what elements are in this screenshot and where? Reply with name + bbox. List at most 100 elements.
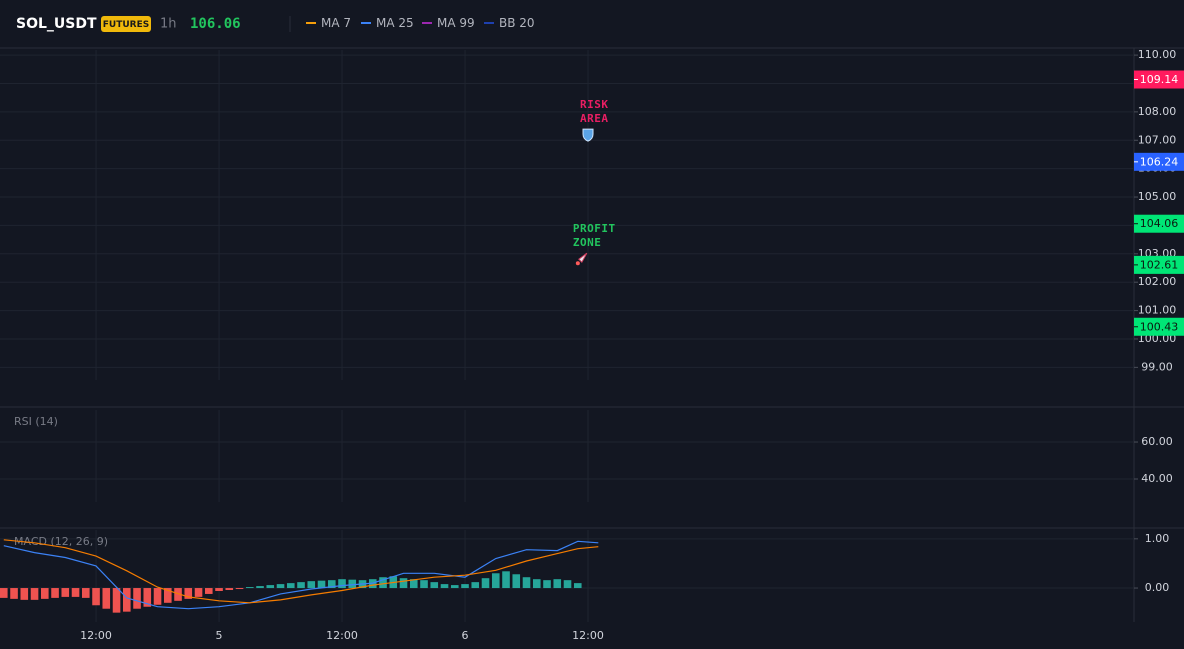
- y-tick-label: 1.00: [1145, 532, 1170, 545]
- histogram-bar: [51, 588, 59, 598]
- histogram-bar: [61, 588, 70, 597]
- pane-title: MACD (12, 26, 9): [14, 535, 108, 548]
- histogram-bar: [553, 579, 562, 589]
- y-tick-label: 101.00: [1138, 304, 1177, 317]
- price-tag: [1134, 70, 1184, 89]
- macd-line: [3, 540, 599, 610]
- price-tag-label: 109.14: [1140, 73, 1179, 86]
- histogram-bar: [235, 588, 244, 590]
- price-tag: [1134, 255, 1184, 274]
- legend-label[interactable]: BB 20: [499, 16, 535, 30]
- pane-title: RSI (14): [14, 415, 58, 428]
- histogram-bar: [71, 588, 80, 597]
- histogram-bar: [133, 588, 141, 609]
- histogram-bar: [204, 588, 213, 594]
- histogram-bar: [225, 588, 234, 591]
- annotation-marker: [582, 128, 594, 142]
- histogram-bar: [297, 582, 305, 589]
- price-tag-label: 102.61: [1140, 258, 1179, 271]
- histogram-bar: [379, 577, 387, 589]
- y-tick-label: 60.00: [1141, 435, 1173, 448]
- y-tick-label: 99.00: [1141, 360, 1173, 373]
- x-tick-label: 12:00: [572, 629, 604, 642]
- x-tick-label: 5: [216, 629, 223, 642]
- histogram-bar: [543, 580, 551, 589]
- y-tick-label: 110.00: [1138, 48, 1177, 61]
- x-tick-label: 12:00: [80, 629, 112, 642]
- symbol[interactable]: SOL_USDT: [16, 16, 97, 32]
- annotation-label: PROFIT: [573, 222, 616, 235]
- histogram-bar: [10, 588, 18, 599]
- histogram-bar: [266, 585, 275, 589]
- histogram-bar: [461, 584, 469, 589]
- price-tag-label: 106.24: [1140, 155, 1179, 168]
- histogram-bar: [174, 588, 182, 601]
- histogram-bar: [307, 581, 316, 589]
- legend-label[interactable]: MA 99: [437, 16, 475, 30]
- histogram-bar: [420, 580, 428, 589]
- price-tag-label: 100.43: [1140, 320, 1179, 333]
- annotation-marker: [578, 252, 588, 264]
- y-tick-label: 0.00: [1145, 581, 1170, 594]
- histogram-bar: [522, 577, 531, 589]
- histogram-bar: [471, 582, 480, 589]
- histogram-bar: [563, 580, 572, 589]
- histogram-bar: [286, 583, 295, 589]
- histogram-bar: [112, 588, 121, 613]
- histogram-bar: [338, 579, 346, 589]
- histogram-bar: [245, 587, 254, 589]
- histogram-bar: [163, 588, 172, 603]
- histogram-bar: [502, 571, 510, 589]
- histogram-bar: [348, 579, 357, 589]
- histogram-bar: [215, 588, 223, 591]
- y-tick-label: 107.00: [1138, 133, 1177, 146]
- price-tag: [1134, 214, 1184, 233]
- histogram-bar: [0, 588, 8, 598]
- histogram-bar: [450, 585, 459, 589]
- price-tag: [1134, 317, 1184, 336]
- rocket-flame: [575, 261, 580, 266]
- legend: MA 7 MA 25 MA 99 BB 20: [306, 16, 535, 30]
- x-tick-label: 12:00: [326, 629, 358, 642]
- histogram-bar: [143, 588, 152, 607]
- histogram-bar: [532, 579, 541, 589]
- legend-label[interactable]: MA 25: [376, 16, 414, 30]
- histogram-bar: [194, 588, 203, 597]
- y-tick-label: 40.00: [1141, 472, 1173, 485]
- histogram-bar: [512, 574, 521, 589]
- macd-line: [3, 539, 599, 604]
- histogram-bar: [20, 588, 29, 600]
- histogram-bar: [122, 588, 131, 612]
- badge-bg: [101, 16, 151, 32]
- price-tag: [1134, 152, 1184, 171]
- histogram-bar: [481, 578, 490, 589]
- annotation-label: RISK: [580, 98, 609, 111]
- histogram-bar: [40, 588, 49, 599]
- histogram-bar: [317, 580, 326, 589]
- last-price: 106.06: [190, 16, 241, 32]
- histogram-bar: [430, 582, 439, 589]
- histogram-bar: [102, 588, 111, 609]
- histogram-bar: [153, 588, 162, 605]
- histogram-bar: [573, 583, 582, 589]
- x-tick-label: 6: [462, 629, 469, 642]
- histogram-bar: [491, 573, 500, 589]
- histogram-bar: [256, 586, 264, 589]
- y-tick-label: 105.00: [1138, 190, 1177, 203]
- histogram-bar: [81, 588, 90, 598]
- y-tick-label: 102.00: [1138, 275, 1177, 288]
- interval[interactable]: 1h: [160, 17, 177, 32]
- histogram-bar: [30, 588, 39, 600]
- histogram-bar: [92, 588, 100, 606]
- histogram-bar: [409, 579, 418, 589]
- legend-label[interactable]: MA 7: [321, 16, 351, 30]
- histogram-bar: [399, 578, 408, 589]
- annotation-label: ZONE: [573, 236, 602, 249]
- histogram-bar: [184, 588, 193, 599]
- histogram-bar: [276, 584, 285, 589]
- badge: FUTURES: [103, 20, 149, 30]
- price-tag-label: 104.06: [1140, 217, 1179, 230]
- plot-area: 99.00100.00101.00102.00103.00104.00105.0…: [0, 48, 1184, 642]
